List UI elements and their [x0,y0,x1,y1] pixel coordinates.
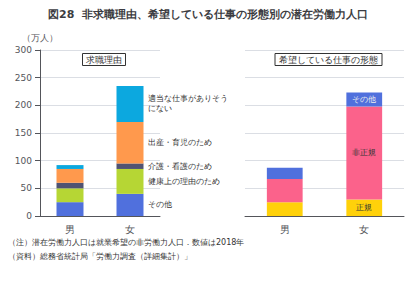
svg-text:その他: その他 [148,200,172,209]
svg-text:50: 50 [21,183,33,193]
svg-text:希望している仕事の形態: 希望している仕事の形態 [279,55,378,65]
svg-text:適当な仕事がありそう: 適当な仕事がありそう [148,94,228,103]
svg-text:（注）潜在労働力人口は就業希望の非労働力人口．数値は2018: （注）潜在労働力人口は就業希望の非労働力人口．数値は2018年 [8,238,244,247]
svg-text:求職理由: 求職理由 [86,55,122,65]
svg-text:出産・育児のため: 出産・育児のため [148,138,212,147]
svg-text:200: 200 [15,100,32,110]
svg-text:150: 150 [15,128,32,138]
svg-text:男: 男 [280,224,290,235]
svg-text:正規: 正規 [356,203,372,212]
svg-text:男: 男 [65,224,75,235]
svg-text:図28 非求職理由、希望している仕事の形態別の潜在労働力人: 図28 非求職理由、希望している仕事の形態別の潜在労働力人口 [48,8,368,21]
svg-text:250: 250 [15,73,32,83]
svg-text:介護・看護のため: 介護・看護のため [148,162,212,171]
svg-text:100: 100 [15,156,32,166]
svg-text:300: 300 [15,45,32,55]
svg-text:にない: にない [148,104,172,113]
svg-text:女: 女 [125,224,135,235]
svg-text:非正規: 非正規 [352,148,376,157]
svg-text:（資料）総務省統計局「労働力調査（詳細集計）」: （資料）総務省統計局「労働力調査（詳細集計）」 [8,252,192,261]
svg-text:健康上の理由のため: 健康上の理由のため [148,177,220,186]
svg-text:その他: その他 [352,95,376,104]
svg-text:（万人）: （万人） [22,33,58,43]
svg-text:女: 女 [359,224,369,235]
svg-text:0: 0 [26,211,32,221]
